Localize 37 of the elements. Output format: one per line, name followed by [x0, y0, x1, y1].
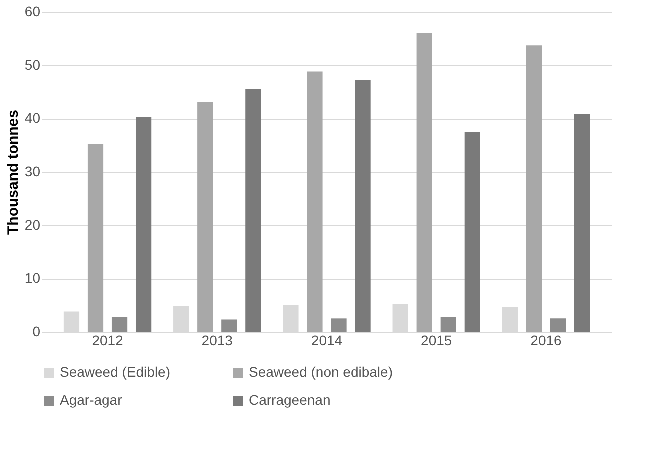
bar: [283, 305, 299, 332]
legend-label: Carrageenan: [249, 392, 331, 408]
bar: [464, 132, 480, 332]
bar: [136, 117, 152, 332]
y-tick-label: 20: [24, 216, 41, 233]
legend-label: Agar-agar: [60, 392, 123, 408]
bar: [64, 312, 80, 332]
x-tick-label: 2013: [202, 332, 234, 348]
bar: [550, 318, 566, 332]
bar: [222, 320, 238, 332]
legend-label: Seaweed (Edible): [60, 364, 171, 380]
y-tick-label: 0: [32, 324, 41, 340]
y-tick-label: 10: [24, 270, 41, 286]
bar: [198, 102, 214, 332]
x-tick-label: 2015: [421, 332, 452, 348]
y-tick-label: 60: [24, 4, 41, 20]
bar: [502, 307, 518, 332]
x-tick-label: 2014: [311, 332, 343, 348]
bar: [112, 317, 128, 332]
bar: [307, 72, 323, 332]
y-tick-label: 40: [24, 110, 41, 126]
legend-label: Seaweed (non edibale): [249, 364, 393, 380]
y-tick-label: 30: [24, 164, 41, 180]
x-tick-label: 2016: [530, 332, 562, 348]
bar: [88, 144, 104, 332]
y-axis-title: Thousand tonnes: [4, 110, 22, 235]
bar: [174, 306, 190, 332]
bar: [526, 46, 542, 332]
bar: [440, 317, 456, 332]
bar: [246, 89, 262, 332]
bar: [392, 304, 408, 332]
bar: [331, 318, 347, 332]
bar: [355, 80, 371, 332]
bar: [416, 33, 432, 332]
x-tick-label: 2012: [92, 332, 124, 348]
bar: [574, 114, 590, 332]
y-tick-label: 50: [24, 56, 41, 73]
